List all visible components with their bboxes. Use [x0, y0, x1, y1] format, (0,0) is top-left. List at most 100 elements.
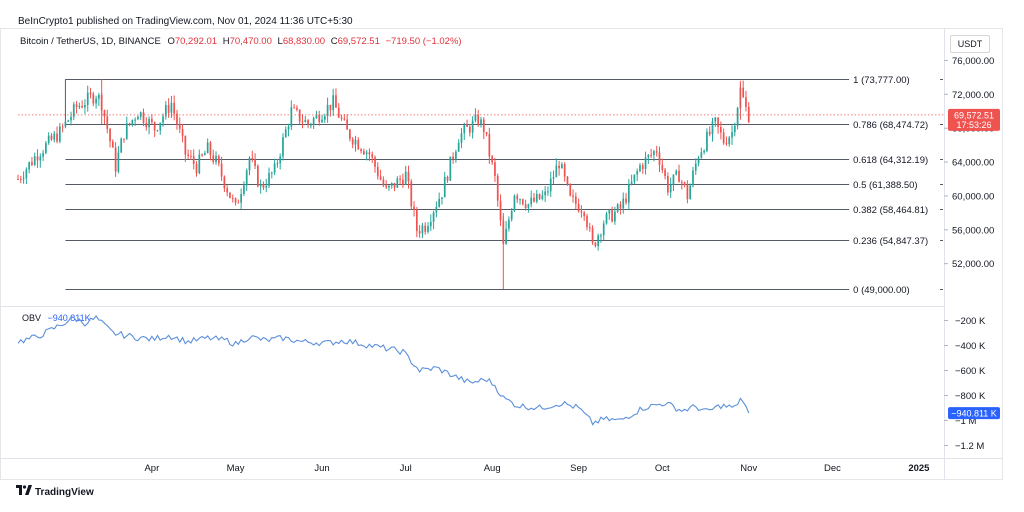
candle-body — [351, 138, 354, 145]
candle-body — [689, 185, 692, 200]
candle-body — [566, 176, 569, 185]
candle-body — [466, 124, 468, 127]
obv-tick-label: −1 M — [955, 416, 976, 427]
tradingview-footer[interactable]: TradingView — [16, 485, 94, 498]
candle-body — [92, 94, 95, 104]
candle-body — [455, 151, 457, 160]
candle-body — [276, 163, 279, 165]
candle-body — [421, 225, 424, 234]
candle-body — [407, 171, 410, 182]
candle-body — [717, 117, 719, 127]
candle-body — [443, 176, 446, 198]
time-tick-label: May — [227, 463, 245, 474]
candle-body — [491, 156, 494, 163]
candle-body — [346, 119, 348, 130]
candle-body — [639, 165, 641, 172]
candle-body — [229, 192, 231, 198]
candle-body — [223, 176, 226, 189]
candle-body — [178, 124, 181, 129]
candle-body — [98, 94, 100, 99]
obv-series-line — [17, 315, 750, 426]
candle-body — [530, 197, 533, 205]
candle-body — [231, 197, 234, 199]
candle-body — [217, 155, 220, 164]
obv-value: −940.811K — [47, 313, 91, 323]
candle-body — [125, 123, 128, 139]
candle-body — [441, 197, 443, 199]
candle-body — [714, 117, 717, 122]
candle-body — [563, 164, 566, 177]
candle-body — [488, 134, 491, 157]
grid-layer — [0, 28, 1003, 480]
candle-body — [675, 170, 678, 175]
price-tick-label: 60,000.00 — [952, 191, 994, 202]
low-label: L — [277, 36, 283, 47]
candle-body — [683, 182, 686, 185]
candle-body — [664, 169, 666, 177]
candle-body — [142, 112, 145, 123]
candle-body — [496, 175, 499, 201]
obv-tick-label: −600 K — [955, 366, 986, 377]
candle-body — [190, 155, 192, 157]
candle-body — [720, 126, 722, 133]
candle-body — [474, 115, 477, 121]
candle-body — [134, 119, 137, 121]
obv-last-text: −940.811 K — [951, 409, 997, 419]
candle-body — [31, 162, 33, 165]
candle-body — [508, 219, 510, 229]
candle-body — [552, 177, 555, 179]
candle-body — [33, 156, 36, 165]
time-tick-label: Jul — [400, 463, 412, 474]
candle-body — [145, 122, 148, 128]
candle-body — [594, 242, 597, 247]
candle-body — [549, 178, 552, 192]
candle-body — [583, 212, 586, 217]
candle-body — [636, 171, 639, 175]
candle-body — [510, 210, 513, 220]
candle-body — [162, 116, 164, 123]
candle-body — [429, 221, 432, 227]
candle-body — [167, 105, 170, 113]
time-tick-label: Aug — [484, 463, 501, 474]
candle-body — [201, 154, 203, 156]
published-by-header: BeInCrypto1 published on TradingView.com… — [18, 16, 353, 27]
price-tick-label: 64,000.00 — [952, 158, 994, 169]
candle-body — [658, 152, 661, 166]
candle-body — [61, 126, 64, 128]
fib-retracement-layer: 1 (73,777.00) 0.786 (68,474.72) 0.618 (64,… — [64, 75, 943, 296]
candle-body — [733, 125, 736, 133]
candle-body — [452, 156, 454, 160]
candle-body — [45, 143, 47, 154]
candle-body — [337, 107, 340, 118]
candle-body — [173, 102, 176, 114]
obv-tick-label: −1.2 M — [955, 441, 984, 452]
candle-body — [432, 212, 435, 222]
candle-body — [309, 124, 312, 126]
price-tick-label: 52,000.00 — [952, 259, 994, 270]
high-value: 70,470.00 — [229, 36, 272, 47]
candle-body — [159, 122, 162, 131]
candle-body — [312, 118, 315, 125]
candle-body — [226, 188, 229, 193]
candle-body — [627, 183, 630, 203]
candle-body — [541, 195, 544, 200]
candle-body — [106, 116, 109, 129]
candle-body — [332, 95, 335, 111]
candle-body — [245, 170, 248, 186]
low-value: 68,830.00 — [282, 36, 326, 47]
candle-body — [318, 114, 321, 123]
candle-body — [399, 178, 401, 180]
candle-body — [326, 104, 329, 117]
candle-body — [558, 165, 560, 169]
fib-level-label: 0.786 (68,474.72) — [853, 120, 928, 131]
candle-body — [360, 149, 362, 152]
candle-body — [574, 196, 577, 204]
candle-body — [661, 165, 664, 170]
candle-body — [181, 128, 184, 136]
candle-body — [535, 193, 538, 202]
candle-body — [494, 162, 496, 176]
candle-body — [58, 126, 61, 142]
currency-button[interactable]: USDT — [950, 35, 990, 53]
candle-body — [382, 179, 385, 186]
